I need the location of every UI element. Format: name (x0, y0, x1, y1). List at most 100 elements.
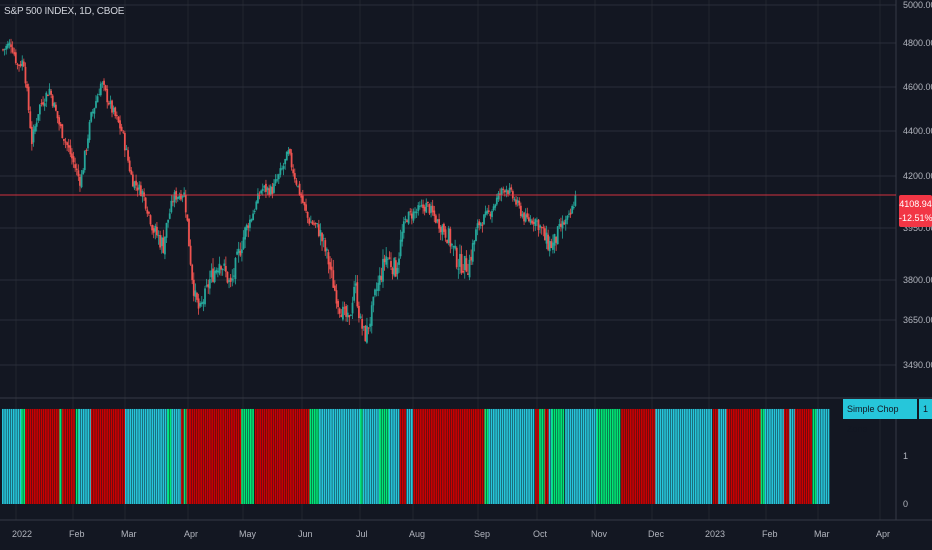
zone-bar (2, 408, 4, 504)
candle-body (337, 301, 339, 308)
zone-bar (239, 408, 242, 504)
zone-bar (654, 408, 656, 504)
candle-body (61, 124, 64, 139)
candle-body (216, 270, 219, 273)
candle-body (139, 185, 142, 197)
candle-body (162, 237, 165, 253)
candle-body (388, 257, 391, 259)
zone-bar (827, 408, 830, 504)
candle-body (91, 111, 94, 114)
zone-bar (343, 408, 346, 504)
x-tick-label: Mar (121, 529, 137, 539)
zone-bar (243, 408, 246, 504)
candle-body (340, 314, 343, 318)
zone-bar (360, 408, 362, 504)
candle-body (333, 285, 336, 291)
zone-bar (235, 408, 238, 504)
candle-body (290, 152, 293, 168)
candle-body (255, 201, 258, 210)
zone-bar (97, 408, 100, 504)
zone-bar (155, 408, 158, 504)
candle-body (287, 150, 290, 155)
zone-bar (666, 408, 669, 504)
candle-body (479, 222, 482, 226)
zone-bar (82, 408, 85, 504)
zone-bar (433, 408, 435, 504)
candle-body (202, 301, 205, 304)
zone-bar (319, 408, 321, 504)
candle-body (473, 240, 476, 245)
zone-bar (431, 408, 433, 504)
zone-bar (623, 408, 626, 504)
candle-body (67, 145, 70, 148)
candle-body (470, 256, 473, 261)
candle-body (90, 112, 93, 122)
zone-bar (115, 408, 117, 504)
zone-bar (459, 408, 462, 504)
candle-body (268, 188, 271, 196)
zone-bar (746, 408, 748, 504)
zone-bar (413, 408, 416, 504)
candle-body (3, 49, 6, 51)
candle-body (43, 103, 46, 107)
candle-body (402, 221, 405, 233)
candle-body (351, 302, 354, 314)
zone-bar (393, 408, 395, 504)
candle-body (560, 223, 562, 227)
indicator-legend[interactable]: Simple Chop Zone 1 (843, 399, 932, 434)
candle-body (409, 211, 412, 213)
candle-body (345, 306, 348, 317)
candle-body (537, 219, 540, 231)
zone-bar (782, 408, 785, 504)
zone-bar (376, 408, 378, 504)
candle-body (484, 211, 487, 216)
candle-body (471, 243, 474, 262)
candle-body (529, 219, 532, 223)
zone-bar (51, 408, 54, 504)
candle-body (131, 174, 134, 187)
zone-bar (147, 408, 149, 504)
candle-body (82, 170, 85, 175)
zone-bar (367, 408, 369, 504)
zone-bar (358, 408, 361, 504)
zone-bar (470, 408, 473, 504)
zone-bar (739, 408, 742, 504)
candle-body (431, 205, 434, 213)
zone-bar (773, 408, 776, 504)
zone-bar (164, 408, 167, 504)
zone-bar (270, 408, 272, 504)
zone-bar (303, 408, 305, 504)
zone-bar (296, 408, 299, 504)
candle-body (181, 196, 184, 198)
candle-body (316, 223, 319, 225)
zone-bar (437, 408, 440, 504)
candle-body (341, 306, 344, 320)
x-tick-label: Feb (762, 529, 778, 539)
zone-bar (397, 408, 400, 504)
candle-body (377, 282, 380, 291)
candle-body (24, 66, 27, 84)
candle-body (144, 197, 147, 209)
indicator-value: 1 (918, 399, 932, 419)
zone-bar (596, 408, 599, 504)
zone-bar (634, 408, 637, 504)
indicator-tick-label: 0 (903, 499, 908, 509)
candle-body (547, 234, 550, 250)
chart-title: S&P 500 INDEX, 1D, CBOE (4, 6, 125, 17)
candle-body (274, 179, 277, 184)
zone-bar (42, 408, 45, 504)
x-tick-label: Nov (591, 529, 608, 539)
zone-bar (587, 408, 589, 504)
zone-bar (321, 408, 324, 504)
zone-bar (127, 408, 129, 504)
zone-bar (627, 408, 630, 504)
candle-body (263, 185, 266, 188)
candle-body (401, 231, 404, 242)
zone-bar (178, 408, 180, 504)
candle-body (165, 222, 168, 238)
zone-bar (444, 408, 446, 504)
y-tick-label: 3490.00 (903, 360, 932, 370)
zone-bar (110, 408, 113, 504)
zone-bar (420, 408, 422, 504)
